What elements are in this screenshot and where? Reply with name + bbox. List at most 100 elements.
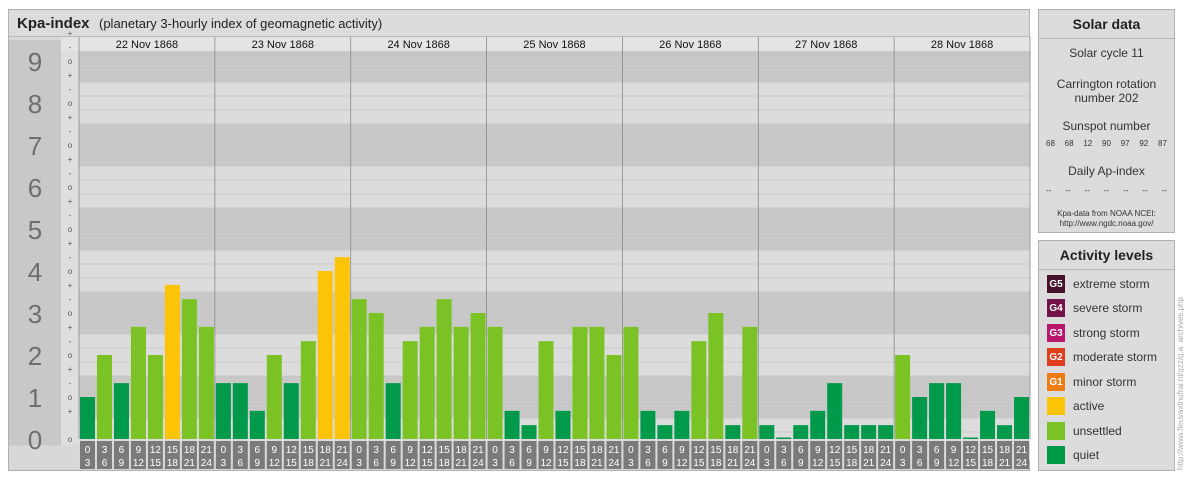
interval-end-label: 12	[676, 458, 688, 469]
y-subtick-label: -	[69, 127, 72, 136]
kp-bar	[657, 425, 673, 439]
day-label: 25 Nov 1868	[523, 39, 585, 51]
y-tick-label: 4	[28, 257, 42, 287]
sunspot-value: 68	[1064, 139, 1074, 148]
interval-start-label: 12	[557, 445, 569, 456]
interval-start-label: 15	[167, 445, 179, 456]
kp-bar	[113, 383, 129, 439]
interval-end-label: 3	[628, 458, 634, 469]
interval-cell	[147, 441, 163, 469]
interval-start-label: 9	[272, 445, 278, 456]
interval-end-label: 21	[727, 458, 739, 469]
ap-value: --	[1142, 186, 1148, 195]
sunspot-label: Sunspot number	[1062, 119, 1151, 133]
ap-value: --	[1065, 186, 1071, 195]
interval-end-label: 12	[540, 458, 552, 469]
interval-start-label: 3	[917, 445, 923, 456]
interval-start-label: 21	[337, 445, 349, 456]
interval-cell	[589, 441, 605, 469]
interval-end-label: 24	[608, 458, 620, 469]
interval-cell	[80, 441, 95, 469]
interval-start-label: 0	[628, 445, 634, 456]
interval-start-label: 18	[863, 445, 875, 456]
interval-cell	[351, 441, 367, 469]
interval-start-label: 18	[999, 445, 1011, 456]
solar-cycle: Solar cycle 11	[1069, 46, 1144, 60]
interval-cell	[895, 441, 911, 469]
kp-bar	[453, 326, 469, 439]
legend-swatch: G3	[1047, 324, 1065, 342]
kp-band	[79, 208, 1030, 250]
interval-start-label: 3	[781, 445, 787, 456]
carrington-line1: Carrington rotation	[1056, 77, 1157, 91]
kp-bar	[198, 326, 214, 439]
y-tick-label: 1	[28, 383, 42, 413]
interval-start-label: 18	[456, 445, 468, 456]
interval-end-label: 9	[662, 458, 668, 469]
y-subtick-label: +	[68, 323, 73, 332]
legend-swatch	[1047, 422, 1065, 440]
kp-bar	[521, 425, 537, 439]
kp-band	[79, 166, 1030, 208]
activity-levels-panel: Activity levels G5 extreme storm G4 seve…	[1038, 240, 1175, 471]
y-subtick-label: -	[69, 169, 72, 178]
credit-link[interactable]: http://www.ngdc.noaa.gov/	[1059, 219, 1154, 228]
kp-bar	[623, 326, 639, 439]
interval-start-label: 3	[509, 445, 515, 456]
y-subtick-label: +	[68, 365, 73, 374]
interval-end-label: 18	[303, 458, 315, 469]
day-label: 24 Nov 1868	[387, 39, 449, 51]
interval-end-label: 9	[119, 458, 125, 469]
ap-value: --	[1123, 186, 1129, 195]
kpa-chart-panel: Kpa-index (planetary 3-hourly index of g…	[8, 9, 1031, 471]
interval-start-label: 6	[255, 445, 261, 456]
interval-cell	[164, 441, 180, 469]
interval-start-label: 12	[422, 445, 434, 456]
kp-bar	[436, 299, 452, 439]
y-subtick-label: -	[69, 337, 72, 346]
chart-title: Kpa-index	[17, 15, 90, 32]
kp-bar	[691, 341, 707, 439]
interval-end-label: 24	[744, 458, 756, 469]
ap-value: --	[1161, 186, 1167, 195]
day-label: 23 Nov 1868	[252, 39, 314, 51]
interval-start-label: 12	[150, 445, 162, 456]
interval-start-label: 6	[390, 445, 396, 456]
interval-end-label: 3	[764, 458, 770, 469]
interval-cell	[436, 441, 452, 469]
watermark-url: http://www.fleuvaxtnufrai.nl/gzz/g.a_arc…	[1176, 297, 1184, 470]
interval-start-label: 18	[184, 445, 196, 456]
interval-cell	[555, 441, 571, 469]
interval-end-label: 12	[948, 458, 960, 469]
y-subtick-label: -	[69, 85, 72, 94]
day-header-row	[61, 37, 1030, 51]
kp-bar	[300, 341, 316, 439]
kp-bar	[997, 425, 1013, 439]
interval-start-label: 15	[710, 445, 722, 456]
interval-end-label: 3	[492, 458, 498, 469]
interval-start-label: 21	[201, 445, 213, 456]
y-subtick-column	[61, 40, 79, 446]
interval-cell	[759, 441, 775, 469]
interval-cell	[657, 441, 673, 469]
interval-end-label: 12	[812, 458, 824, 469]
y-subtick-label: o	[68, 225, 73, 234]
y-subtick-label: +	[68, 113, 73, 122]
y-subtick-label: o	[68, 57, 73, 66]
legend-swatch	[1047, 446, 1065, 464]
kp-bar	[861, 425, 877, 439]
kp-bar	[844, 425, 860, 439]
ap-label: Daily Ap-index	[1068, 164, 1145, 178]
kp-bar	[368, 313, 384, 439]
ap-value: --	[1103, 186, 1110, 195]
interval-start-label: 18	[727, 445, 739, 456]
interval-cell	[844, 441, 860, 469]
interval-cell	[249, 441, 265, 469]
interval-start-label: 18	[320, 445, 332, 456]
interval-end-label: 15	[557, 458, 569, 469]
kp-bar	[487, 326, 503, 439]
interval-end-label: 15	[286, 458, 298, 469]
kp-bar	[776, 437, 792, 439]
y-subtick-label: -	[69, 211, 72, 220]
interval-end-label: 3	[221, 458, 227, 469]
